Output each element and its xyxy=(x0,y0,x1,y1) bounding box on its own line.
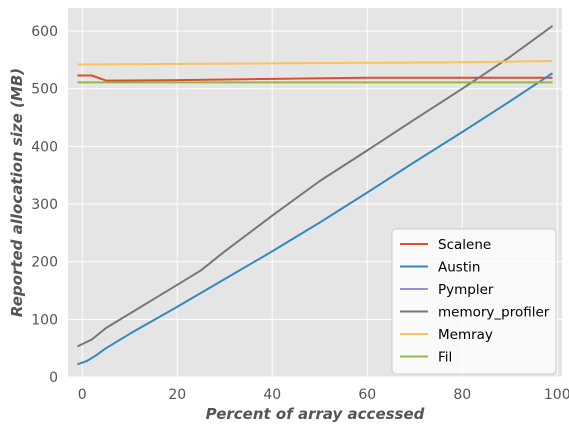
x-tick-label: 100 xyxy=(544,387,569,403)
y-tick-label: 100 xyxy=(31,312,58,328)
series-line-memray xyxy=(77,60,553,66)
y-axis-title: Reported allocation size (MB) xyxy=(8,68,26,317)
y-tick-label: 0 xyxy=(49,370,58,386)
y-tick-label: 300 xyxy=(31,197,58,213)
series-line-austin xyxy=(77,72,554,366)
legend-label: Scalene xyxy=(438,237,491,253)
y-tick-label: 400 xyxy=(31,139,58,155)
series-line-scalene xyxy=(77,74,553,82)
x-tick-label: 20 xyxy=(168,387,186,403)
x-tick-label: 0 xyxy=(78,387,87,403)
legend-label: memory_profiler xyxy=(438,305,550,321)
x-tick-label: 40 xyxy=(263,387,281,403)
legend-label: Pympler xyxy=(438,282,494,298)
legend-label: Fil xyxy=(438,350,452,366)
legend xyxy=(391,228,557,375)
legend-label: Memray xyxy=(438,327,493,343)
y-tick-label: 500 xyxy=(31,82,58,98)
y-tick-label: 600 xyxy=(31,24,58,40)
x-tick-label: 60 xyxy=(358,387,376,403)
y-tick-label: 200 xyxy=(31,255,58,271)
x-axis-title: Percent of array accessed xyxy=(206,405,425,423)
legend-label: Austin xyxy=(438,260,480,276)
x-tick-label: 80 xyxy=(453,387,471,403)
series-line-memory-profiler xyxy=(77,25,554,348)
